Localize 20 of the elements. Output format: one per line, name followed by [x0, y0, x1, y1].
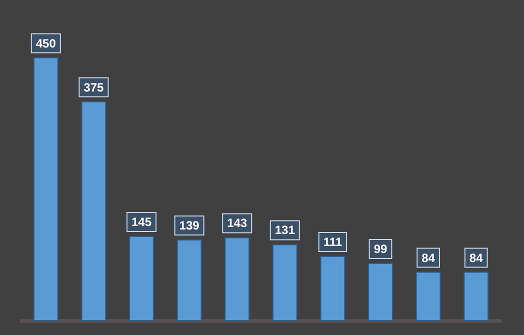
data-label: 145 [131, 215, 152, 230]
bar [320, 256, 346, 321]
data-label: 84 [469, 250, 484, 265]
bar [81, 101, 106, 321]
bar [368, 262, 393, 321]
data-label: 84 [422, 250, 436, 265]
data-label: 375 [84, 80, 104, 94]
data-label: 139 [179, 218, 200, 233]
bar [272, 244, 298, 321]
bar [224, 237, 250, 321]
bar [129, 236, 154, 321]
data-label: 111 [323, 234, 342, 249]
bar [464, 272, 489, 321]
bar [33, 57, 58, 321]
data-label: 450 [36, 36, 56, 50]
data-label: 143 [227, 216, 248, 230]
bar [176, 240, 202, 321]
data-label: 131 [274, 223, 296, 238]
bar [416, 272, 441, 321]
data-label: 99 [374, 242, 388, 256]
